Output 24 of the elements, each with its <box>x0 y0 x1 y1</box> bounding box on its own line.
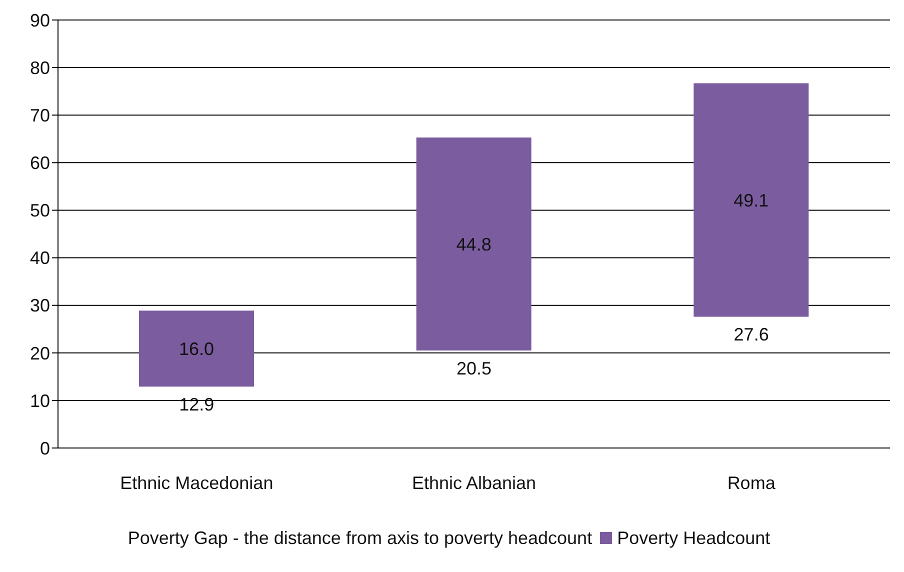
bar <box>416 137 532 351</box>
y-tick-label: 90 <box>30 10 50 30</box>
x-tick-label: Ethnic Macedonian <box>120 472 274 493</box>
data-label: 44.8 <box>456 234 492 254</box>
y-tick-label: 0 <box>40 438 50 458</box>
annotation: 27.6 <box>734 324 769 345</box>
legend-label: Poverty Headcount <box>617 528 770 548</box>
bar <box>139 310 254 387</box>
y-tick-label: 20 <box>30 343 50 364</box>
x-tick-label: Ethnic Albanian <box>412 472 536 493</box>
y-tick-label: 80 <box>30 58 50 78</box>
annotation: 12.9 <box>179 394 214 415</box>
x-tick-label: Roma <box>727 472 776 493</box>
y-tick-label: 10 <box>30 390 50 411</box>
y-tick-label: 40 <box>30 248 50 268</box>
data-label: 16.0 <box>178 339 214 359</box>
annotation: 20.5 <box>456 358 492 379</box>
text: Poverty Gap - the distance from axis to poverty headcount <box>128 528 592 548</box>
y-tick-label: 30 <box>30 296 50 316</box>
data-label: 49.1 <box>734 190 769 210</box>
y-tick-label: 50 <box>30 200 50 221</box>
y-tick-label: 60 <box>30 153 50 174</box>
bar <box>694 83 809 317</box>
y-tick-label: 70 <box>30 106 50 126</box>
